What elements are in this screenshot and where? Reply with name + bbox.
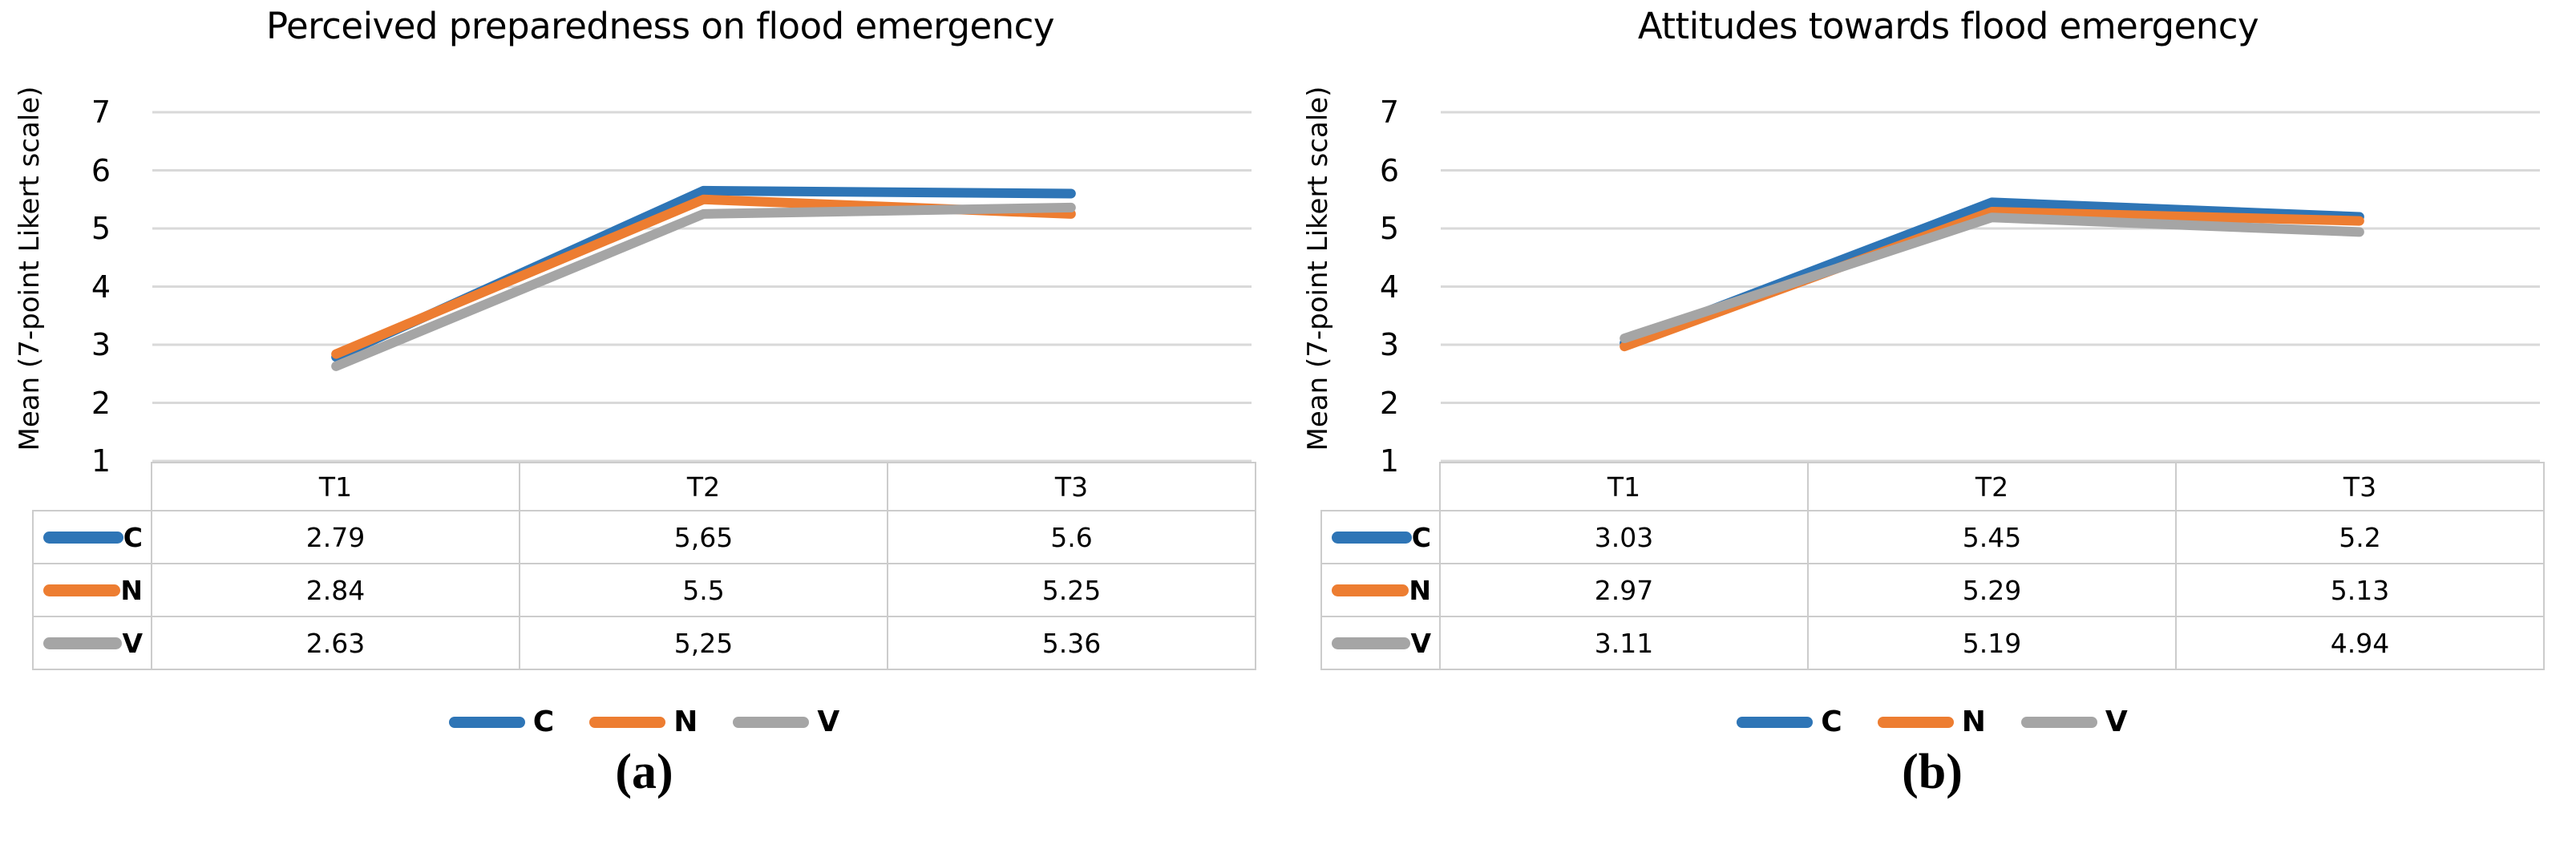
- table-corner-cell: [32, 462, 152, 511]
- series-name: V: [1410, 627, 1431, 659]
- table-cell-C-T3: 5.6: [888, 511, 1256, 564]
- table-cell-N-T2: 5.29: [1809, 564, 2177, 617]
- table-cell-C-T2: 5,65: [520, 511, 888, 564]
- plot-area: [152, 111, 1252, 463]
- data-table: T1 T2 T3 C 3.03 5.45 5.2 N 2.97 5.29 5.13 V 3.11 5.19…: [1320, 462, 2545, 670]
- data-table: T1 T2 T3 C 2.79 5,65 5.6 N 2.84 5.5 5.25 V 2.63 5,25 5…: [32, 462, 1256, 670]
- y-tick-4: 4: [91, 269, 111, 305]
- table-cell-V-T1: 3.11: [1441, 617, 1809, 670]
- legend-item-V: V: [2020, 705, 2128, 738]
- table-corner-cell: [1320, 462, 1441, 511]
- chart-figure-a: Perceived preparedness on flood emergenc…: [0, 5, 1288, 799]
- series-swatch-N: [43, 584, 121, 596]
- table-cell-V-T2: 5.19: [1809, 617, 2177, 670]
- y-tick-3: 3: [91, 327, 111, 362]
- series-name: V: [122, 627, 143, 659]
- table-cell-N-T2: 5.5: [520, 564, 888, 617]
- y-tick-5: 5: [1379, 211, 1399, 246]
- legend-label-C: C: [532, 705, 555, 738]
- series-name: N: [120, 574, 143, 606]
- series-line-N: [331, 194, 1076, 359]
- table-cell-C-T3: 5.2: [2177, 511, 2545, 564]
- series-name: C: [123, 521, 143, 553]
- legend-item-C: C: [448, 705, 555, 738]
- legend-item-V: V: [733, 705, 839, 738]
- y-tick-2: 2: [91, 385, 111, 421]
- y-axis-label: Mean (7-point Likert scale): [1302, 86, 1334, 451]
- table-header-T3: T3: [2177, 462, 2545, 511]
- y-tick-3: 3: [1379, 327, 1399, 362]
- legend-item-N: N: [1877, 705, 1986, 738]
- y-tick-6: 6: [91, 152, 111, 188]
- figure-caption: (b): [1902, 745, 1963, 799]
- table-header-T3: T3: [888, 462, 1256, 511]
- figure-caption: (a): [615, 745, 673, 799]
- legend-label-C: C: [1821, 705, 1842, 738]
- y-tick-1: 1: [91, 443, 111, 479]
- y-axis-label: Mean (7-point Likert scale): [14, 86, 46, 451]
- chart-figure-b: Attitudes towards flood emergency Mean (…: [1288, 0, 2576, 857]
- table-cell-C-T1: 3.03: [1441, 511, 1809, 564]
- series-swatch-V: [1332, 637, 1411, 649]
- table-cell-V-T2: 5,25: [520, 617, 888, 670]
- table-cell-C-T1: 2.79: [152, 511, 520, 564]
- table-cell-N-T1: 2.84: [152, 564, 520, 617]
- y-tick-4: 4: [1379, 269, 1399, 305]
- table-cell-V-T3: 4.94: [2177, 617, 2545, 670]
- table-header-T2: T2: [1809, 462, 2177, 511]
- series-name: C: [1411, 521, 1431, 553]
- legend-swatch-C: [448, 716, 525, 728]
- table-row-label-C: C: [32, 511, 152, 564]
- legend-swatch-N: [589, 716, 666, 728]
- legend-item-C: C: [1737, 705, 1842, 738]
- series-name: N: [1409, 574, 1431, 606]
- series-line-V: [1620, 212, 2364, 344]
- y-tick-6: 6: [1379, 152, 1399, 188]
- y-tick-7: 7: [1379, 95, 1399, 130]
- table-header-T1: T1: [1441, 462, 1809, 511]
- table-row-label-V: V: [1320, 617, 1441, 670]
- legend-label-N: N: [1961, 705, 1986, 738]
- plot-area: [1441, 111, 2540, 463]
- chart-title: Attitudes towards flood emergency: [1637, 5, 2259, 47]
- y-tick-5: 5: [91, 211, 111, 246]
- series-line-V: [331, 202, 1076, 371]
- y-tick-1: 1: [1379, 443, 1399, 479]
- legend-item-N: N: [589, 705, 698, 738]
- table-cell-V-T3: 5.36: [888, 617, 1256, 670]
- table-row-label-C: C: [1320, 511, 1441, 564]
- table-header-T1: T1: [152, 462, 520, 511]
- y-tick-2: 2: [1379, 385, 1399, 421]
- table-row-label-V: V: [32, 617, 152, 670]
- table-cell-C-T2: 5.45: [1809, 511, 2177, 564]
- legend-swatch-C: [1737, 716, 1814, 728]
- series-swatch-V: [43, 637, 123, 649]
- legend-label-V: V: [817, 705, 840, 738]
- legend-swatch-V: [2020, 716, 2097, 728]
- legend-label-N: N: [673, 705, 698, 738]
- legend-swatch-V: [733, 716, 810, 728]
- legend-swatch-N: [1877, 716, 1954, 728]
- table-cell-N-T3: 5.13: [2177, 564, 2545, 617]
- legend-label-V: V: [2105, 705, 2128, 738]
- table-cell-V-T1: 2.63: [152, 617, 520, 670]
- table-row-label-N: N: [32, 564, 152, 617]
- y-tick-7: 7: [91, 95, 111, 130]
- table-cell-N-T3: 5.25: [888, 564, 1256, 617]
- table-row-label-N: N: [1320, 564, 1441, 617]
- table-header-T2: T2: [520, 462, 888, 511]
- series-swatch-C: [1332, 531, 1412, 544]
- series-swatch-C: [43, 531, 123, 544]
- series-swatch-N: [1332, 584, 1409, 596]
- chart-title: Perceived preparedness on flood emergenc…: [265, 5, 1055, 47]
- table-cell-N-T1: 2.97: [1441, 564, 1809, 617]
